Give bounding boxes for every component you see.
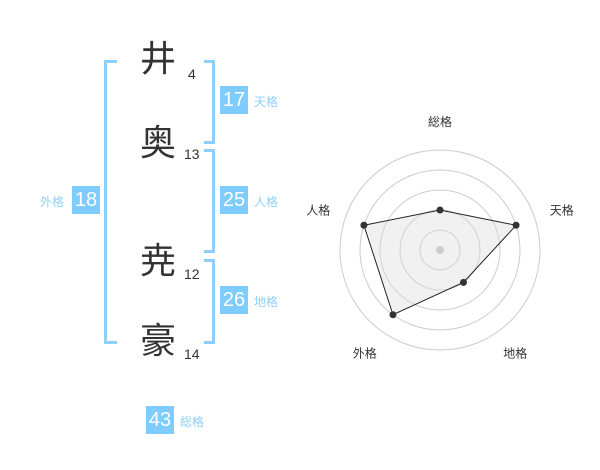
name-char-3: 尭	[139, 241, 176, 282]
name-char-4: 豪	[139, 321, 176, 362]
tenkaku-value: 17	[220, 86, 248, 114]
radar-ring	[359, 169, 521, 331]
radar-point	[460, 278, 468, 286]
radar-point	[389, 311, 397, 319]
jinkaku-bracket	[204, 149, 215, 253]
chikaku-value: 26	[220, 286, 248, 314]
chikaku-label: 地格	[254, 295, 279, 309]
radar-point	[436, 206, 444, 214]
radar-ring	[379, 189, 501, 311]
name-char-1: 井	[139, 39, 176, 80]
radar-center	[436, 246, 444, 254]
soukaku-value: 43	[146, 406, 174, 434]
radar-ring	[339, 149, 541, 351]
radar-axis-label: 人格	[306, 202, 330, 217]
gaikaku-label: 外格	[40, 195, 65, 209]
stroke-count-1: 4	[188, 66, 196, 82]
radar-axis-label: 地格	[503, 346, 527, 361]
stroke-count-4: 14	[184, 346, 200, 362]
stroke-count-3: 12	[184, 266, 200, 282]
jinkaku-value: 25	[220, 186, 248, 214]
radar-point	[512, 221, 520, 229]
radar-axis-label: 天格	[550, 202, 574, 217]
radar-axis-label: 総格	[428, 114, 452, 129]
soukaku-label: 総格	[180, 415, 205, 429]
radar-axis-label: 外格	[353, 346, 377, 361]
gaikaku-bracket	[104, 60, 117, 344]
tenkaku-bracket	[204, 60, 215, 144]
radar-area	[363, 209, 518, 316]
gaikaku-value: 18	[72, 186, 100, 214]
tenkaku-label: 天格	[254, 95, 279, 109]
radar-point	[360, 221, 368, 229]
name-char-2: 奥	[139, 123, 176, 164]
jinkaku-label: 人格	[254, 195, 279, 209]
radar-ring	[419, 229, 461, 271]
chikaku-bracket	[204, 259, 215, 344]
stroke-count-2: 13	[184, 146, 200, 162]
